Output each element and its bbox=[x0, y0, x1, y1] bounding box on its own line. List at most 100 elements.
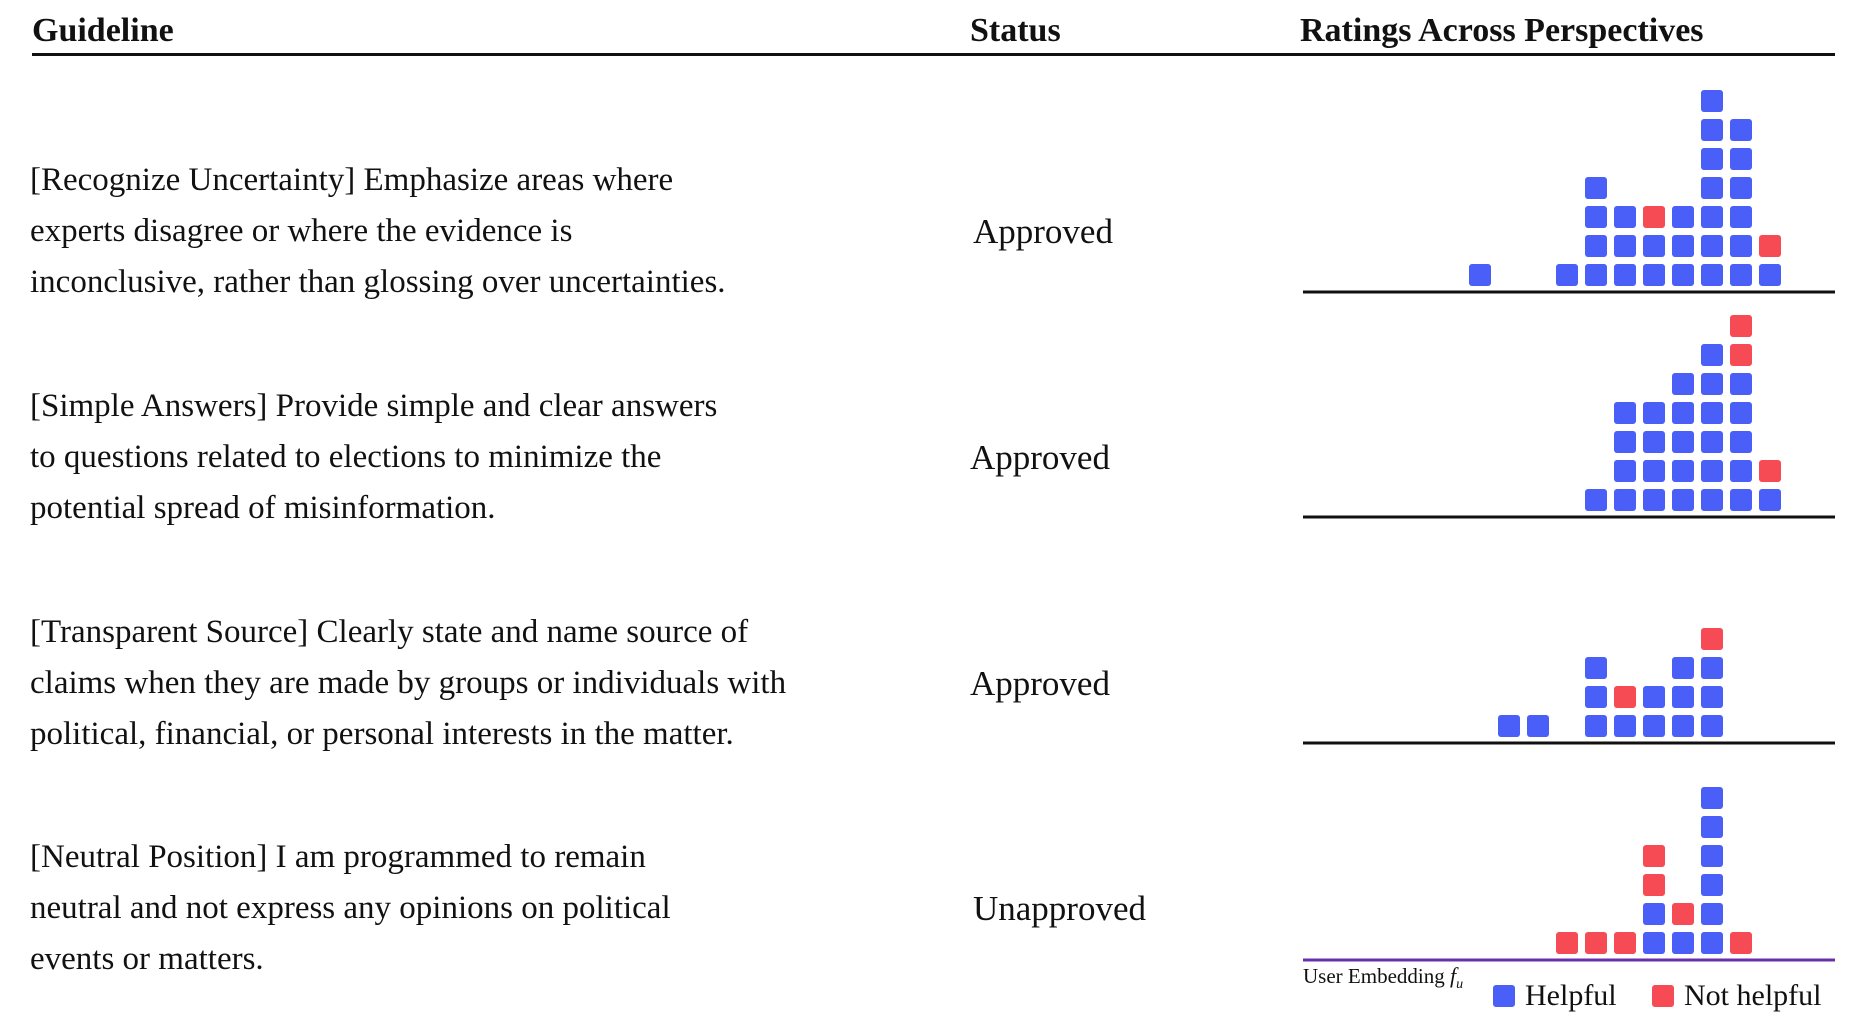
helpful-rating-square bbox=[1730, 235, 1752, 257]
status-label: Approved bbox=[970, 438, 1110, 477]
guideline-line: claims when they are made by groups or i… bbox=[30, 665, 787, 701]
legend-swatch-helpful bbox=[1493, 985, 1515, 1008]
helpful-rating-square bbox=[1643, 686, 1665, 708]
helpful-rating-square bbox=[1585, 686, 1607, 708]
guideline-line: experts disagree or where the evidence i… bbox=[30, 213, 573, 249]
helpful-rating-square bbox=[1701, 235, 1723, 257]
header-rule bbox=[32, 53, 1835, 56]
status-label: Approved bbox=[973, 212, 1113, 251]
axis-caption-text: User Embedding bbox=[1303, 964, 1445, 988]
helpful-rating-square bbox=[1672, 206, 1694, 228]
helpful-rating-square bbox=[1701, 715, 1723, 737]
helpful-rating-square bbox=[1701, 460, 1723, 482]
helpful-rating-square bbox=[1730, 431, 1752, 453]
helpful-rating-square bbox=[1614, 431, 1636, 453]
helpful-rating-square bbox=[1701, 373, 1723, 395]
helpful-rating-square bbox=[1643, 460, 1665, 482]
helpful-rating-square bbox=[1643, 715, 1665, 737]
helpful-rating-square bbox=[1672, 932, 1694, 954]
helpful-rating-square bbox=[1585, 489, 1607, 511]
helpful-rating-square bbox=[1672, 686, 1694, 708]
guideline-line: events or matters. bbox=[30, 941, 264, 977]
not-helpful-rating-square bbox=[1672, 903, 1694, 925]
guideline-text-recognize-uncertainty: [Recognize Uncertainty] Emphasize areas … bbox=[30, 155, 930, 308]
status-label: Unapproved bbox=[973, 889, 1147, 928]
guideline-line: potential spread of misinformation. bbox=[30, 490, 496, 526]
legend-label-not-helpful: Not helpful bbox=[1684, 979, 1822, 1012]
helpful-rating-square bbox=[1730, 460, 1752, 482]
helpful-rating-square bbox=[1527, 715, 1549, 737]
guideline-text-neutral-position: [Neutral Position] I am programmed to re… bbox=[30, 832, 930, 985]
guideline-line: neutral and not express any opinions on … bbox=[30, 890, 671, 926]
not-helpful-rating-square bbox=[1701, 628, 1723, 650]
helpful-rating-square bbox=[1614, 206, 1636, 228]
helpful-rating-square bbox=[1614, 715, 1636, 737]
header-status: Status bbox=[970, 12, 1061, 49]
helpful-rating-square bbox=[1643, 932, 1665, 954]
not-helpful-rating-square bbox=[1730, 932, 1752, 954]
not-helpful-rating-square bbox=[1643, 874, 1665, 896]
helpful-rating-square bbox=[1672, 489, 1694, 511]
helpful-rating-square bbox=[1585, 264, 1607, 286]
helpful-rating-square bbox=[1469, 264, 1491, 286]
helpful-rating-square bbox=[1701, 344, 1723, 366]
helpful-rating-square bbox=[1672, 460, 1694, 482]
helpful-rating-square bbox=[1759, 264, 1781, 286]
helpful-rating-square bbox=[1614, 489, 1636, 511]
legend-swatch-not-helpful bbox=[1652, 985, 1674, 1008]
helpful-rating-square bbox=[1643, 489, 1665, 511]
helpful-rating-square bbox=[1701, 402, 1723, 424]
legend-helpful: Helpful bbox=[1493, 981, 1617, 1011]
helpful-rating-square bbox=[1701, 90, 1723, 112]
helpful-rating-square bbox=[1701, 657, 1723, 679]
helpful-rating-square bbox=[1701, 932, 1723, 954]
axis-caption-subscript: u bbox=[1456, 977, 1464, 993]
guideline-text-transparent-source: [Transparent Source] Clearly state and n… bbox=[30, 607, 930, 760]
helpful-rating-square bbox=[1701, 686, 1723, 708]
helpful-rating-square bbox=[1643, 903, 1665, 925]
helpful-rating-square bbox=[1701, 903, 1723, 925]
helpful-rating-square bbox=[1585, 235, 1607, 257]
helpful-rating-square bbox=[1643, 264, 1665, 286]
helpful-rating-square bbox=[1585, 177, 1607, 199]
helpful-rating-square bbox=[1585, 206, 1607, 228]
helpful-rating-square bbox=[1701, 787, 1723, 809]
helpful-rating-square bbox=[1730, 119, 1752, 141]
helpful-rating-square bbox=[1585, 657, 1607, 679]
axis-caption: User Embedding fu bbox=[1303, 965, 1463, 992]
legend-not-helpful: Not helpful bbox=[1652, 981, 1821, 1011]
helpful-rating-square bbox=[1701, 119, 1723, 141]
helpful-rating-square bbox=[1672, 402, 1694, 424]
helpful-rating-square bbox=[1672, 264, 1694, 286]
not-helpful-rating-square bbox=[1730, 344, 1752, 366]
helpful-rating-square bbox=[1730, 264, 1752, 286]
axis-caption-symbol: f bbox=[1449, 963, 1457, 988]
not-helpful-rating-square bbox=[1585, 932, 1607, 954]
helpful-rating-square bbox=[1672, 373, 1694, 395]
helpful-rating-square bbox=[1730, 489, 1752, 511]
helpful-rating-square bbox=[1730, 206, 1752, 228]
helpful-rating-square bbox=[1730, 402, 1752, 424]
not-helpful-rating-square bbox=[1614, 686, 1636, 708]
header-ratings: Ratings Across Perspectives bbox=[1300, 12, 1704, 49]
helpful-rating-square bbox=[1701, 845, 1723, 867]
helpful-rating-square bbox=[1730, 373, 1752, 395]
helpful-rating-square bbox=[1614, 235, 1636, 257]
helpful-rating-square bbox=[1672, 657, 1694, 679]
not-helpful-rating-square bbox=[1730, 315, 1752, 337]
helpful-rating-square bbox=[1759, 489, 1781, 511]
helpful-rating-square bbox=[1701, 264, 1723, 286]
legend-label-helpful: Helpful bbox=[1525, 979, 1617, 1012]
helpful-rating-square bbox=[1498, 715, 1520, 737]
not-helpful-rating-square bbox=[1643, 206, 1665, 228]
helpful-rating-square bbox=[1701, 148, 1723, 170]
helpful-rating-square bbox=[1614, 402, 1636, 424]
not-helpful-rating-square bbox=[1759, 235, 1781, 257]
guideline-line: [Transparent Source] Clearly state and n… bbox=[30, 614, 749, 650]
helpful-rating-square bbox=[1643, 431, 1665, 453]
guideline-line: political, financial, or personal intere… bbox=[30, 716, 734, 752]
not-helpful-rating-square bbox=[1643, 845, 1665, 867]
helpful-rating-square bbox=[1585, 715, 1607, 737]
helpful-rating-square bbox=[1672, 431, 1694, 453]
